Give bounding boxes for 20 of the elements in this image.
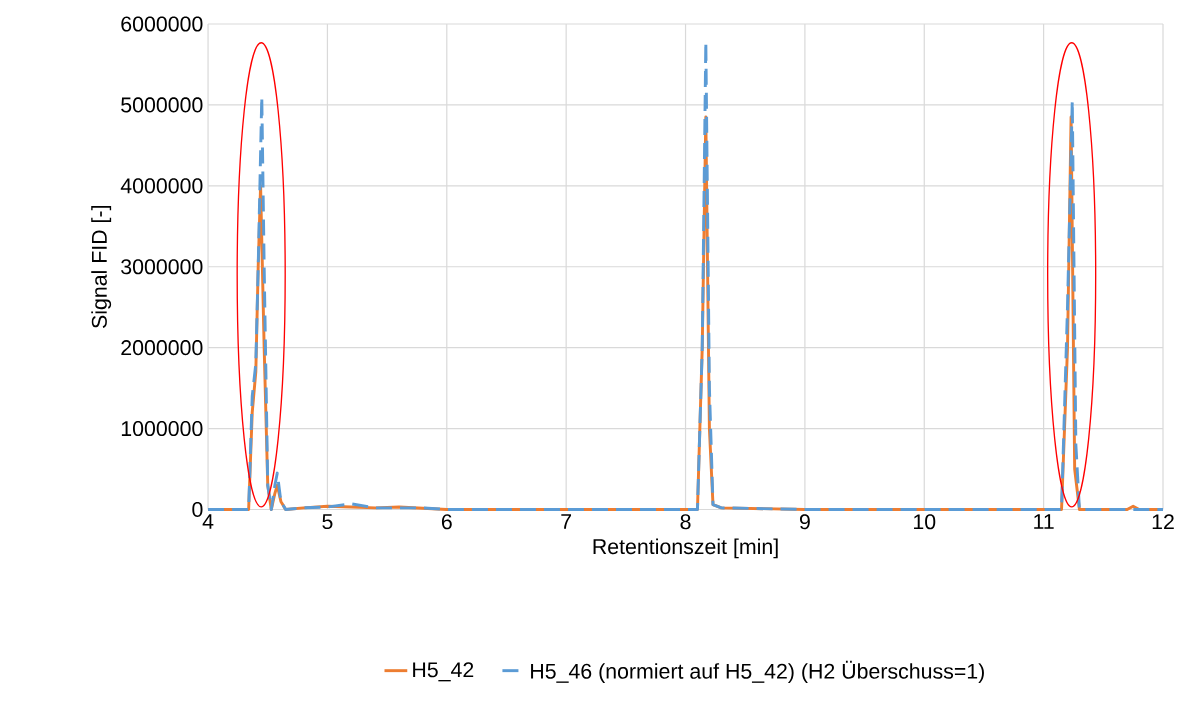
x-tick-label: 10 [914,514,936,530]
y-tick-label: 5000000 [121,97,203,113]
legend-label: H5_42 [413,662,474,682]
x-tick-label: 4 [202,514,214,529]
legend-label: H5_46 (normiert auf H5_42) (H2 Überschuss=1) [531,660,984,683]
y-tick-label: 0 [192,501,203,517]
y-tick-label: 1000000 [121,420,203,437]
x-tick-label: 11 [1034,514,1054,529]
x-axis-title: Retentionszeit [min] [593,538,778,559]
x-tick-label: 5 [322,514,333,529]
x-tick-label: 12 [1152,514,1174,529]
y-axis-title: Signal FID [-] [91,205,112,328]
y-tick-label: 3000000 [121,259,203,275]
y-tick-label: 6000000 [121,16,203,32]
x-tick-label: 8 [680,514,691,530]
x-tick-label: 9 [799,514,810,530]
y-tick-label: 4000000 [120,178,203,194]
x-tick-label: 7 [561,514,572,529]
y-tick-label: 2000000 [121,340,203,356]
x-tick-label: 6 [441,514,452,530]
